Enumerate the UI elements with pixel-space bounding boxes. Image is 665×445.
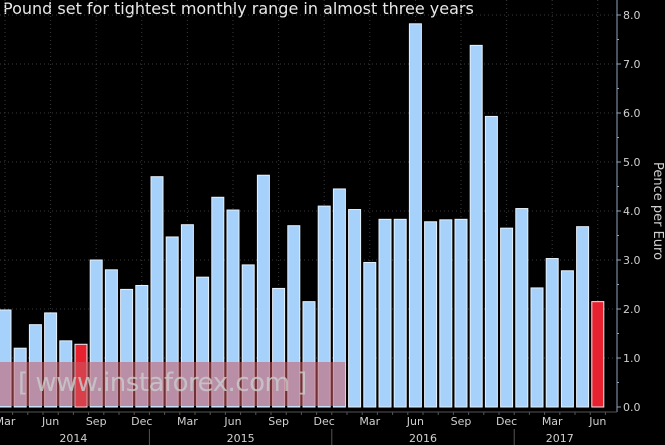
bar <box>454 218 468 408</box>
watermark-text: [ www.instaforex.com ] <box>18 368 307 398</box>
bar <box>180 224 194 408</box>
bar <box>484 115 498 408</box>
x-tick-label: Sep <box>451 415 472 428</box>
y-tick-label: 7.0 <box>623 58 641 71</box>
x-tick-label: Jun <box>223 415 241 428</box>
x-tick-label: Mar <box>359 415 380 428</box>
bar <box>560 270 574 408</box>
x-tick-label: Sep <box>268 415 289 428</box>
bar <box>348 209 362 408</box>
y-axis-title: Pence per Euro <box>650 162 665 260</box>
y-tick-label: 2.0 <box>623 303 641 316</box>
bar <box>469 44 483 408</box>
x-tick-label: Jun <box>406 415 424 428</box>
bar <box>515 208 529 408</box>
x-tick-label: Dec <box>314 415 335 428</box>
x-tick-label: Mar <box>542 415 563 428</box>
bar <box>500 227 514 408</box>
y-tick-label: 5.0 <box>623 156 641 169</box>
bar <box>0 309 12 408</box>
bar <box>256 174 270 408</box>
bar <box>211 196 225 408</box>
x-tick-label: Dec <box>131 415 152 428</box>
bar <box>576 226 590 408</box>
bar <box>378 218 392 408</box>
y-tick-label: 3.0 <box>623 254 641 267</box>
y-tick-label: 0.0 <box>623 401 641 414</box>
bar <box>530 287 544 408</box>
bar <box>150 176 164 408</box>
x-tick-label: Sep <box>86 415 107 428</box>
x-tick-label: Mar <box>0 415 16 428</box>
x-tick-label: Mar <box>177 415 198 428</box>
x-tick-label: Jun <box>41 415 59 428</box>
bar-highlighted <box>591 301 605 408</box>
x-tick-label: Jun <box>588 415 606 428</box>
bar <box>226 209 240 408</box>
y-tick-label: 6.0 <box>623 107 641 120</box>
bar <box>363 261 377 408</box>
y-tick-label: 1.0 <box>623 352 641 365</box>
bar <box>393 218 407 408</box>
bar <box>439 219 453 408</box>
bar <box>408 23 422 408</box>
watermark-band <box>0 362 345 406</box>
y-tick-label: 4.0 <box>623 205 641 218</box>
bar <box>424 221 438 408</box>
bar <box>332 188 346 408</box>
bar <box>287 225 301 408</box>
chart-title: Pound set for tightest monthly range in … <box>3 0 474 18</box>
year-label: 2017 <box>546 432 574 445</box>
year-label: 2015 <box>227 432 255 445</box>
y-tick-label: 8.0 <box>623 9 641 22</box>
year-label: 2016 <box>409 432 437 445</box>
year-label: 2014 <box>59 432 87 445</box>
bar <box>317 205 331 408</box>
bar <box>545 258 559 408</box>
x-tick-label: Dec <box>496 415 517 428</box>
